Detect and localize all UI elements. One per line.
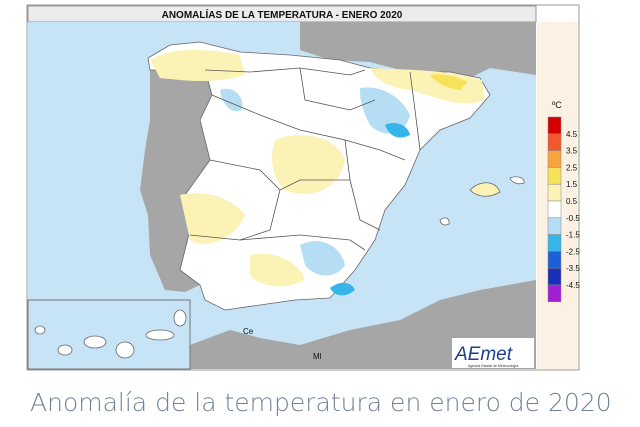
region-borders bbox=[189, 67, 421, 251]
cold-patch bbox=[385, 123, 410, 138]
warm-patch bbox=[150, 50, 245, 82]
logo: AEmet bbox=[454, 344, 513, 365]
cold-patch bbox=[330, 282, 355, 296]
canary-islands bbox=[34, 309, 187, 359]
map-figure: ANOMALÍAS DE LA TEMPERATURA - ENERO 2020… bbox=[26, 4, 580, 371]
warm-patch bbox=[180, 193, 245, 244]
legend-swatch bbox=[547, 234, 562, 252]
legend-swatch bbox=[547, 267, 562, 286]
france bbox=[300, 22, 536, 78]
legend-label: 3.5 bbox=[566, 147, 578, 156]
legend-label: -4.5 bbox=[566, 281, 580, 290]
legend-swatch bbox=[547, 251, 562, 269]
cold-patch bbox=[300, 241, 345, 276]
logo-box bbox=[452, 338, 534, 368]
portugal bbox=[140, 70, 212, 292]
warm-patch bbox=[250, 253, 305, 287]
place-label: Ml bbox=[313, 352, 322, 361]
legend-swatch bbox=[547, 200, 562, 219]
legend-swatch bbox=[547, 284, 562, 303]
legend-swatch bbox=[547, 116, 562, 135]
place-label: Ce bbox=[243, 327, 254, 336]
legend-swatch bbox=[547, 217, 562, 235]
legend-swatch bbox=[547, 167, 562, 185]
legend-label: 4.5 bbox=[566, 130, 578, 139]
legend-label: -2.5 bbox=[566, 247, 580, 256]
legend-label: 1.5 bbox=[566, 180, 578, 189]
warm-patch bbox=[370, 68, 485, 104]
logo-subtitle: Agencia Estatal de Meteorología bbox=[468, 364, 519, 368]
warm-patch bbox=[430, 74, 468, 90]
legend-label: 2.5 bbox=[566, 163, 578, 172]
legend-label: -3.5 bbox=[566, 264, 580, 273]
cold-patch bbox=[360, 87, 410, 134]
island bbox=[469, 182, 501, 197]
legend: 4.5 3.5 2.5 1.5 0.5 -0.5 -1.5 -2.5 -3.5 -4.5 bbox=[547, 116, 580, 303]
legend-unit: ºC bbox=[552, 100, 562, 110]
africa bbox=[190, 280, 536, 369]
island bbox=[509, 176, 525, 185]
legend-swatch bbox=[547, 183, 562, 202]
legend-swatch bbox=[547, 150, 562, 168]
legend-swatch bbox=[547, 133, 562, 151]
warm-patch bbox=[272, 135, 345, 194]
island bbox=[439, 217, 450, 226]
legend-label: -1.5 bbox=[566, 231, 580, 240]
caption: Anomalía de la temperatura en enero de 2… bbox=[30, 388, 612, 417]
map-title: ANOMALÍAS DE LA TEMPERATURA - ENERO 2020 bbox=[162, 8, 403, 21]
legend-label: 0.5 bbox=[566, 197, 578, 206]
legend-label: -0.5 bbox=[566, 214, 580, 223]
